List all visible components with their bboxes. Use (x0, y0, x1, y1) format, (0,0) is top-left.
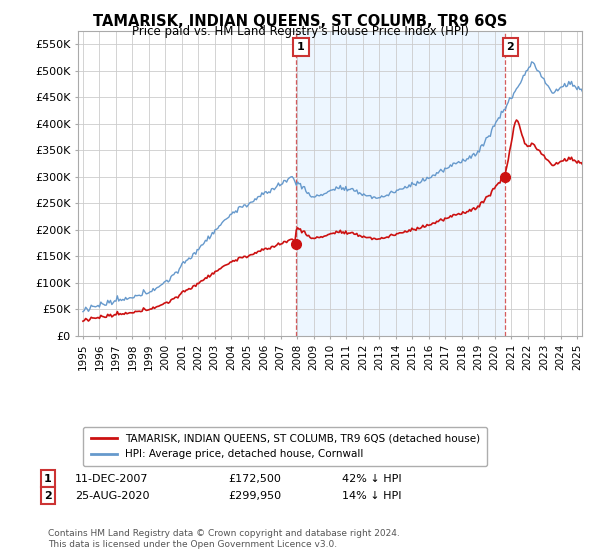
Text: 25-AUG-2020: 25-AUG-2020 (75, 491, 149, 501)
Text: £172,500: £172,500 (228, 474, 281, 484)
Text: 42% ↓ HPI: 42% ↓ HPI (342, 474, 401, 484)
Text: 14% ↓ HPI: 14% ↓ HPI (342, 491, 401, 501)
Bar (296, 31, 505, 336)
Text: £299,950: £299,950 (228, 491, 281, 501)
Text: 2: 2 (44, 491, 52, 501)
Text: Price paid vs. HM Land Registry's House Price Index (HPI): Price paid vs. HM Land Registry's House … (131, 25, 469, 38)
Text: 11-DEC-2007: 11-DEC-2007 (75, 474, 149, 484)
Text: 2: 2 (506, 42, 514, 52)
Legend: TAMARISK, INDIAN QUEENS, ST COLUMB, TR9 6QS (detached house), HPI: Average price: TAMARISK, INDIAN QUEENS, ST COLUMB, TR9 … (83, 427, 487, 466)
Text: Contains HM Land Registry data © Crown copyright and database right 2024.
This d: Contains HM Land Registry data © Crown c… (48, 529, 400, 549)
Text: TAMARISK, INDIAN QUEENS, ST COLUMB, TR9 6QS: TAMARISK, INDIAN QUEENS, ST COLUMB, TR9 … (93, 14, 507, 29)
Text: 1: 1 (44, 474, 52, 484)
Text: 1: 1 (297, 42, 305, 52)
